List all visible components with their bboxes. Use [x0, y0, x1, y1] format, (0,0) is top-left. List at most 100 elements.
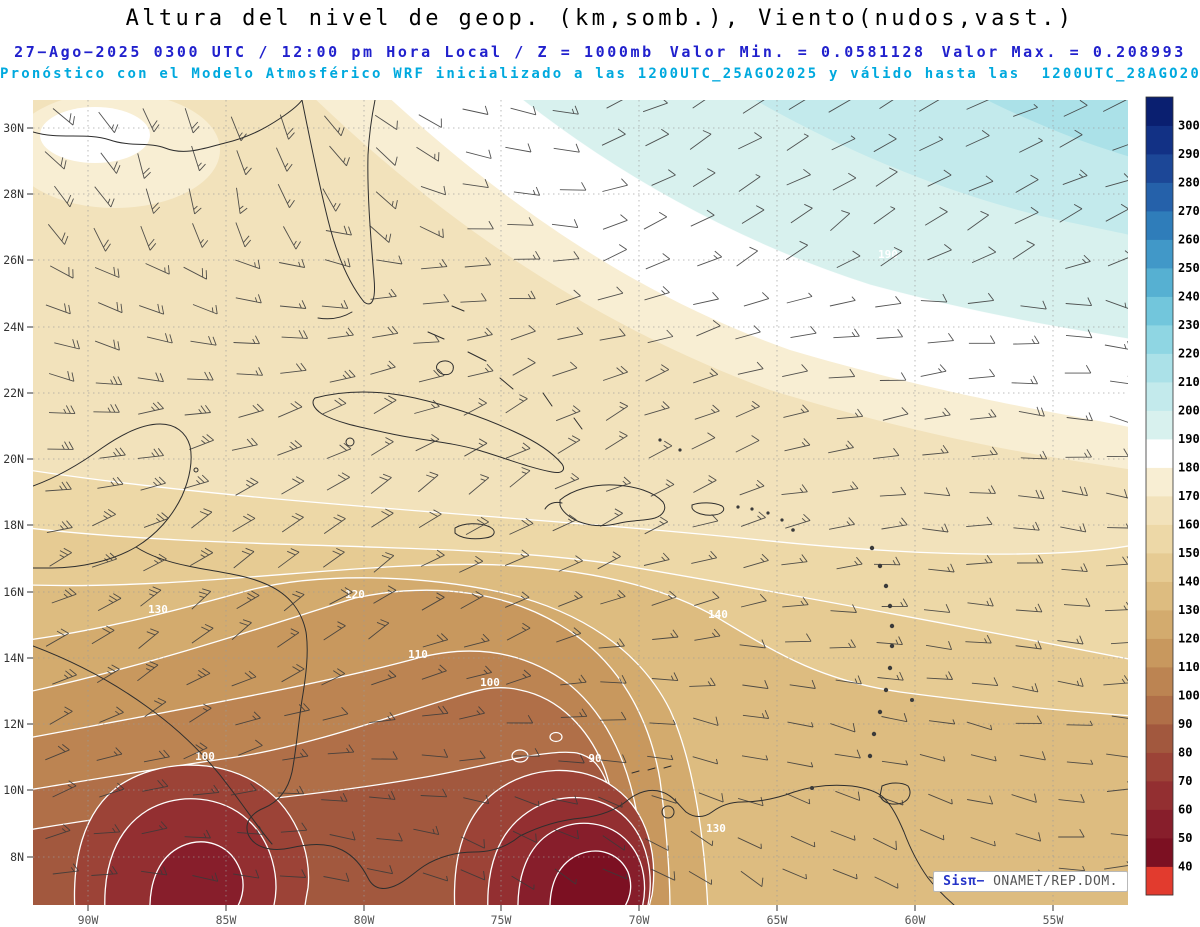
wind-barb: [830, 830, 856, 841]
wind-barb: [739, 479, 765, 496]
wind-barb: [467, 327, 493, 341]
wind-barb: [923, 604, 951, 613]
wind-barb: [1018, 489, 1045, 500]
wind-barb: [1063, 598, 1091, 607]
wind-barb: [183, 474, 210, 490]
wind-barb: [605, 476, 632, 492]
wind-barb: [192, 304, 218, 315]
wind-barb: [376, 255, 403, 265]
lon-axis-label: 80W: [354, 913, 375, 927]
wind-barb: [375, 191, 398, 210]
wind-barb: [45, 303, 71, 315]
wind-barb: [93, 404, 120, 413]
wind-barb: [600, 674, 627, 684]
colorbar-tick-label: 220: [1178, 347, 1200, 361]
wind-barb: [1057, 635, 1084, 645]
wind-barb: [192, 872, 219, 882]
wind-barb: [190, 547, 214, 566]
wind-barb: [873, 133, 897, 153]
wind-barb: [99, 447, 126, 459]
wind-barb: [551, 219, 579, 229]
colorbar-segment: [1146, 838, 1173, 867]
wind-barb: [645, 364, 670, 382]
wind-barb: [235, 477, 259, 496]
wind-barb: [91, 552, 118, 568]
wind-barb: [372, 326, 399, 339]
contour-label: 110: [408, 648, 428, 661]
wind-barb: [143, 512, 169, 528]
wind-barb: [369, 712, 396, 724]
wind-barb: [46, 520, 73, 534]
contour-label: 100: [480, 676, 500, 689]
wind-barb: [600, 508, 623, 527]
wind-barb: [94, 339, 120, 351]
lat-axis-label: 20N: [3, 452, 24, 466]
wind-barb: [599, 328, 626, 341]
wind-barb: [781, 554, 808, 566]
wind-barb: [370, 360, 396, 375]
wind-barb: [966, 516, 993, 528]
wind-barb: [968, 335, 996, 344]
colorbar-tick-label: 150: [1178, 546, 1200, 560]
colorbar-segment: [1146, 382, 1173, 411]
lon-axis-label: 75W: [491, 913, 512, 927]
wind-barb: [322, 188, 341, 212]
colorbar-segment: [1146, 866, 1173, 896]
wind-barb: [505, 442, 531, 459]
wind-barb: [183, 742, 208, 760]
wind-barb: [47, 441, 74, 450]
wind-barb: [971, 246, 997, 264]
wind-barb: [514, 796, 540, 807]
wind-barb: [928, 793, 953, 805]
wind-barb: [1019, 137, 1043, 153]
wind-barb: [829, 517, 855, 530]
wind-barb: [785, 793, 811, 805]
wind-barb: [785, 240, 808, 261]
wind-barb: [1106, 781, 1128, 792]
colorbar-segment: [1146, 496, 1173, 525]
colorbar-tick-label: 140: [1178, 575, 1200, 589]
wind-barb: [283, 226, 301, 250]
wind-barb: [281, 664, 305, 683]
wind-barb: [1102, 100, 1127, 112]
wind-barb: [879, 100, 894, 109]
wind-barb: [965, 634, 992, 644]
wind-barb: [737, 361, 764, 375]
wind-barb: [698, 792, 724, 803]
wind-barb: [418, 368, 445, 383]
wind-barb: [558, 754, 585, 764]
wind-barb: [421, 748, 449, 758]
wind-barb: [919, 136, 944, 152]
colorbar-tick-label: 40: [1178, 860, 1192, 874]
wind-barb: [462, 105, 489, 115]
wind-barb: [420, 788, 448, 798]
contour-label: 90: [588, 752, 601, 765]
wind-barb: [507, 217, 534, 226]
wind-barb: [1015, 603, 1043, 613]
wind-barb: [1015, 715, 1043, 724]
wind-barb: [881, 760, 909, 766]
wind-barb: [788, 100, 806, 110]
wind-barb: [141, 866, 168, 876]
wind-barb: [786, 292, 813, 304]
wind-barb: [369, 791, 396, 800]
wind-barb: [421, 664, 447, 680]
wind-barb: [323, 514, 346, 534]
wind-barb: [277, 628, 300, 648]
colorbar-tick-label: 250: [1178, 261, 1200, 275]
wind-barb: [742, 710, 770, 719]
wind-barb: [45, 481, 72, 492]
wind-barb: [927, 169, 952, 187]
colorbar-tick-label: 120: [1178, 632, 1200, 646]
lon-axis-label: 65W: [767, 913, 788, 927]
colorbar-frame: [1145, 96, 1174, 896]
wind-barb: [1109, 415, 1128, 423]
wind-barb: [183, 266, 208, 280]
wind-barb: [689, 677, 716, 687]
wind-barb: [693, 368, 719, 384]
colorbar-tick-label: 170: [1178, 489, 1200, 503]
colorbar-segment: [1146, 724, 1173, 753]
colorbar-segment: [1146, 154, 1173, 183]
wind-barb: [970, 754, 997, 762]
colorbar-segment: [1146, 325, 1173, 354]
